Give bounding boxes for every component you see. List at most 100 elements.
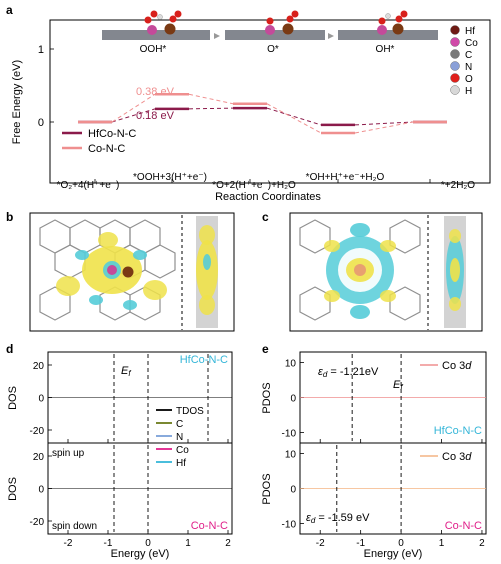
ytick-label: -20 xyxy=(30,517,45,528)
ytick-label: 20 xyxy=(33,452,45,463)
energy-connector-0-1 xyxy=(188,107,234,110)
panel-a-xlabel: Reaction Coordinates xyxy=(215,191,321,203)
panel-e-legend-top: Co 3d xyxy=(442,360,472,372)
category-label-2: *O+2(H⁺+e⁻)+H₂O xyxy=(212,180,296,191)
panel-e-pdos-curves xyxy=(300,354,486,532)
panel-b: b xyxy=(6,210,235,332)
panel-a-ytick-label-0: 0 xyxy=(38,117,44,129)
o-atom-icon xyxy=(266,17,274,25)
ytick-label: 0 xyxy=(38,485,44,496)
legend-label-tdos: TDOS xyxy=(176,406,204,417)
panel-a-ylabel: Free Energy (eV) xyxy=(11,60,23,144)
co-atom-icon xyxy=(147,25,157,35)
element-o-icon xyxy=(450,73,460,83)
panel-d-ylabel-bottom: DOS xyxy=(7,477,19,501)
panel-letter-b: b xyxy=(6,210,13,224)
element-label-hf: Hf xyxy=(465,26,475,37)
element-h-icon xyxy=(450,85,460,95)
ytick-label: 20 xyxy=(33,361,45,372)
panel-letter-e: e xyxy=(262,342,269,356)
element-label-c: C xyxy=(465,50,472,61)
ytick-label: 0 xyxy=(290,394,296,405)
panel-d-ticks: -20 0 20 -20 0 20 -2 -1 0 1 2 xyxy=(30,361,232,549)
legend-label-n: N xyxy=(176,432,183,443)
xtick-label: -1 xyxy=(104,538,113,549)
category-label-1: *OOH+3(H⁺+e⁻) xyxy=(133,172,207,183)
o-atom-icon xyxy=(378,17,386,25)
energy-connector-1-1 xyxy=(188,93,234,105)
charge-density-map-conc xyxy=(299,215,466,330)
legend-label-co: Co xyxy=(176,445,189,456)
energy-connector-0-0 xyxy=(111,108,156,123)
element-label-co: Co xyxy=(465,38,478,49)
element-hf-icon xyxy=(450,25,460,35)
panel-e-legend-bottom: Co 3d xyxy=(442,451,472,463)
category-label-0: *O₂+4(H⁺+e⁻) xyxy=(57,180,120,191)
panel-d-ylabel-top: DOS xyxy=(7,386,19,410)
co-atom-icon xyxy=(265,25,275,35)
panel-a-legend: HfCo-N-C Co-N-C xyxy=(62,128,136,155)
arrow-right-icon xyxy=(214,33,220,39)
panel-a-ytick-label-1: 1 xyxy=(38,44,44,56)
o-atom-icon xyxy=(174,10,182,18)
ytick-label: 10 xyxy=(285,359,297,370)
panel-e-ylabel-top: PDOS xyxy=(261,382,273,413)
panel-d-legend: TDOS CN Co Hf xyxy=(156,406,204,469)
energy-connector-0-2 xyxy=(266,107,322,126)
energy-connector-1-2 xyxy=(266,103,322,134)
xtick-label: 2 xyxy=(225,538,231,549)
o-atom-icon xyxy=(286,15,294,23)
panel-d-spin-down: spin down xyxy=(52,521,97,532)
xtick-label: -2 xyxy=(316,538,325,549)
o-atom-icon xyxy=(400,10,408,18)
panel-e-dband-bottom: εd = -1.59 eV xyxy=(306,512,370,525)
xtick-label: 2 xyxy=(479,538,485,549)
panel-e-label-hfconc: HfCo-N-C xyxy=(434,425,482,437)
hf-atom-icon xyxy=(164,23,176,35)
ytick-label: -10 xyxy=(282,429,297,440)
graphene-slab-ooh xyxy=(102,30,210,40)
ytick-label: -10 xyxy=(282,520,297,531)
graphene-slab-oh xyxy=(338,30,438,40)
panel-c: c xyxy=(262,210,483,332)
charge-density-map-hfconc xyxy=(39,215,218,330)
panel-a-adsorbate-inset: OOH* O* OH* xyxy=(102,10,438,55)
panel-d-label-conc: Co-N-C xyxy=(191,520,228,532)
graphene-slab-o xyxy=(225,30,325,40)
panel-e-fermi-label: Ef xyxy=(393,379,403,392)
panel-a-category-labels: *O₂+4(H⁺+e⁻) *OOH+3(H⁺+e⁻) *O+2(H⁺+e⁻)+H₂O… xyxy=(57,172,476,191)
o-atom-icon xyxy=(395,15,403,23)
panel-d-dos-curves xyxy=(48,354,232,532)
panel-a-energy-levels xyxy=(78,93,447,135)
element-c-icon xyxy=(450,49,460,59)
inset-label-o: O* xyxy=(267,44,279,55)
legend-label-hfconc: HfCo-N-C xyxy=(88,128,136,140)
element-n-icon xyxy=(450,61,460,71)
panel-letter-a: a xyxy=(6,3,13,17)
panel-d-label-hfconc: HfCo-N-C xyxy=(180,354,228,366)
panel-letter-d: d xyxy=(6,342,13,356)
element-label-h: H xyxy=(465,86,472,97)
xtick-label: -1 xyxy=(356,538,365,549)
inset-label-ooh: OOH* xyxy=(140,44,167,55)
o-atom-icon xyxy=(150,10,158,18)
energy-connector-1-3 xyxy=(354,121,414,134)
energy-connector-1-0 xyxy=(111,93,156,123)
xtick-label: -2 xyxy=(64,538,73,549)
hf-atom-icon xyxy=(392,23,404,35)
xtick-label: 0 xyxy=(145,538,151,549)
category-label-4: *+2H₂O xyxy=(441,180,475,191)
element-co-icon xyxy=(450,37,460,47)
legend-label-hf: Hf xyxy=(176,458,186,469)
panel-letter-c: c xyxy=(262,210,269,224)
panel-a-annotation-co: 0.38 eV xyxy=(136,86,175,98)
o-atom-icon xyxy=(169,15,177,23)
ytick-label: 0 xyxy=(290,485,296,496)
xtick-label: 1 xyxy=(185,538,191,549)
energy-connector-0-3 xyxy=(354,121,414,126)
panel-a: a 0 1 Free Energy (eV) Reaction Coordina… xyxy=(6,3,491,203)
